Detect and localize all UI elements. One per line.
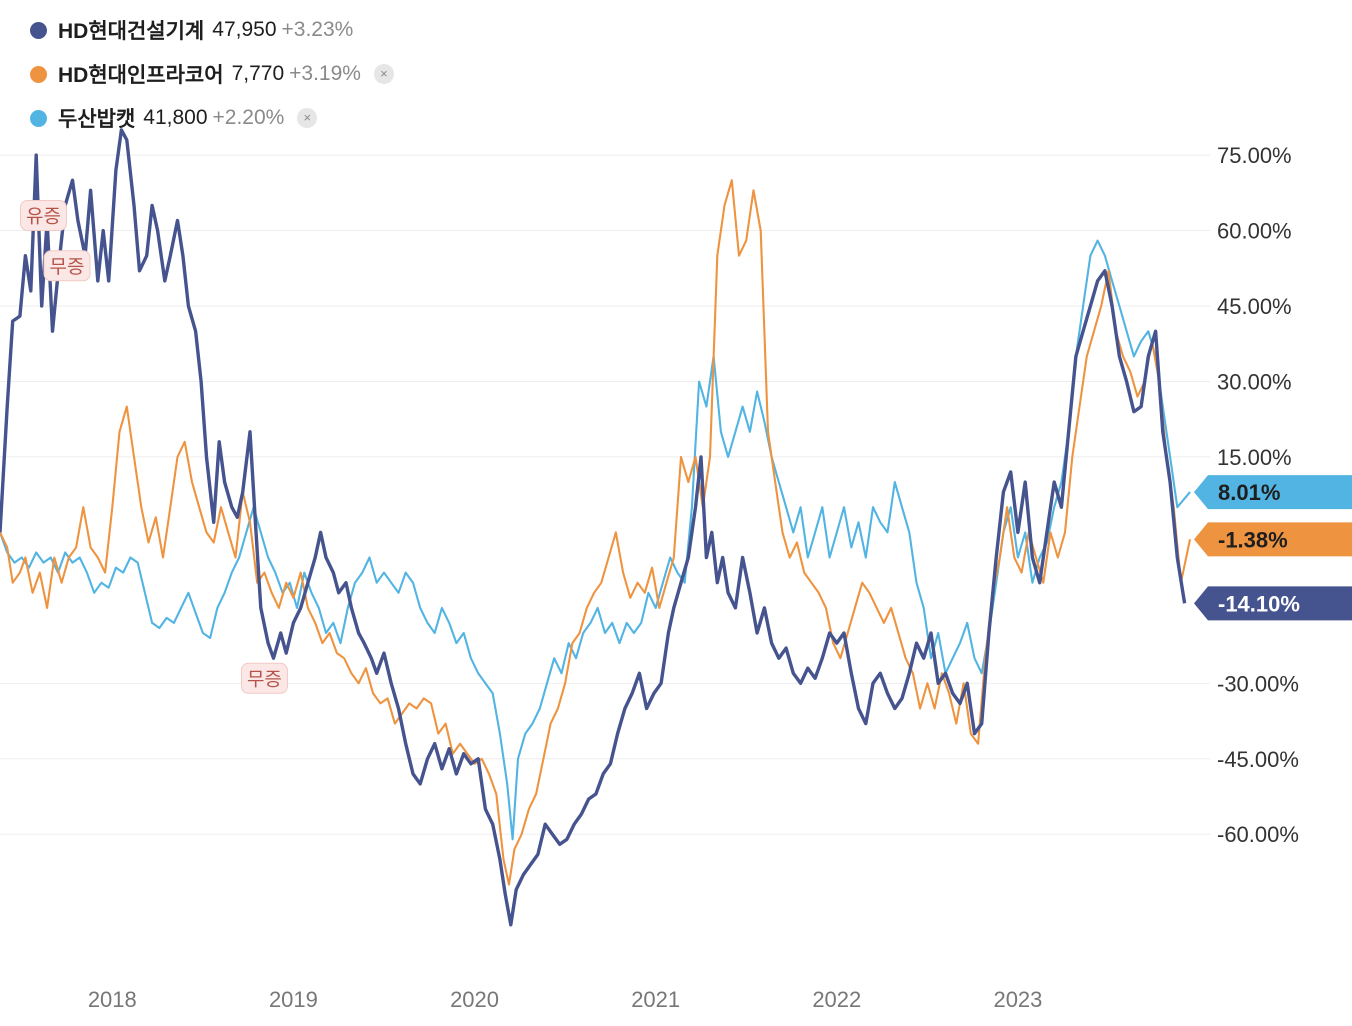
legend-item-doosan-bobcat[interactable]: 두산밥캣 41,800 +2.20% × bbox=[30, 96, 394, 140]
legend-change: +2.20% bbox=[212, 106, 285, 129]
y-tick-label: -30.00% bbox=[1217, 671, 1299, 696]
series-color-dot bbox=[30, 109, 47, 127]
end-label-badge bbox=[1194, 522, 1352, 557]
annotation-tag: 무증 bbox=[43, 250, 91, 282]
x-tick-label: 2023 bbox=[993, 987, 1042, 1012]
x-axis: 2018 2019 2020 2021 2022 2023 bbox=[88, 987, 1043, 1012]
series-color-dot bbox=[30, 65, 47, 83]
annotation-box bbox=[19, 199, 67, 231]
series-color-dot bbox=[30, 21, 47, 39]
y-tick-label: 60.00% bbox=[1217, 219, 1292, 244]
end-value-label: -14.10% bbox=[1194, 586, 1352, 621]
x-tick-label: 2018 bbox=[88, 987, 137, 1012]
end-label-badge bbox=[1194, 586, 1352, 621]
x-tick-label: 2021 bbox=[631, 987, 680, 1012]
end-value-label: 8.01% bbox=[1194, 475, 1352, 510]
legend-price: 47,950 bbox=[212, 18, 277, 41]
y-tick-label: 75.00% bbox=[1217, 143, 1292, 168]
annotation-box bbox=[240, 662, 288, 694]
end-label-text: -14.10% bbox=[1218, 591, 1300, 616]
y-tick-label: -60.00% bbox=[1217, 822, 1299, 847]
annotation-label: 유증 bbox=[26, 205, 61, 227]
x-tick-label: 2019 bbox=[269, 987, 318, 1012]
series-line bbox=[0, 128, 1187, 927]
end-label-badge bbox=[1194, 475, 1352, 510]
annotation-box bbox=[43, 250, 91, 282]
legend-series-name: HD현대인프라코어 bbox=[58, 64, 224, 87]
legend-price: 7,770 bbox=[231, 62, 285, 85]
chart-legend: HD현대건설기계 47,950 +3.23% HD현대인프라코어 7,770 +… bbox=[30, 8, 394, 140]
end-value-label: -1.38% bbox=[1194, 522, 1352, 557]
end-label-text: -1.38% bbox=[1218, 527, 1288, 552]
end-label-text: 8.01% bbox=[1218, 480, 1280, 505]
annotation-tag: 무증 bbox=[240, 662, 288, 694]
y-tick-label: -45.00% bbox=[1217, 747, 1299, 772]
series-lines bbox=[0, 128, 1192, 927]
legend-change: +3.19% bbox=[289, 62, 361, 85]
legend-item-hd-infracore[interactable]: HD현대인프라코어 7,770 +3.19% × bbox=[30, 52, 394, 96]
legend-item-hd-construction[interactable]: HD현대건설기계 47,950 +3.23% bbox=[30, 8, 394, 52]
grid-lines bbox=[0, 154, 1210, 835]
annotation-label: 무증 bbox=[50, 256, 85, 278]
legend-change: +3.23% bbox=[281, 18, 354, 41]
y-tick-label: 45.00% bbox=[1217, 294, 1292, 319]
legend-series-name: 두산밥캣 bbox=[58, 108, 136, 131]
remove-series-close-icon[interactable]: × bbox=[373, 64, 394, 84]
y-axis: 75.00% 60.00% 45.00% 30.00% 15.00% -30.00% -45… bbox=[1217, 143, 1299, 847]
annotation-tag: 유증 bbox=[19, 199, 67, 231]
y-tick-label: 30.00% bbox=[1217, 369, 1292, 394]
series-line bbox=[0, 179, 1192, 886]
legend-series-name: HD현대건설기계 bbox=[58, 20, 205, 43]
x-tick-label: 2020 bbox=[450, 987, 499, 1012]
annotation-label: 무증 bbox=[247, 668, 282, 690]
y-tick-label: 15.00% bbox=[1217, 445, 1292, 470]
x-tick-label: 2022 bbox=[812, 987, 861, 1012]
series-end-labels: -14.10% -1.38% 8.01% bbox=[1194, 475, 1352, 621]
legend-price: 41,800 bbox=[143, 106, 208, 129]
remove-series-close-icon[interactable]: × bbox=[297, 108, 318, 128]
